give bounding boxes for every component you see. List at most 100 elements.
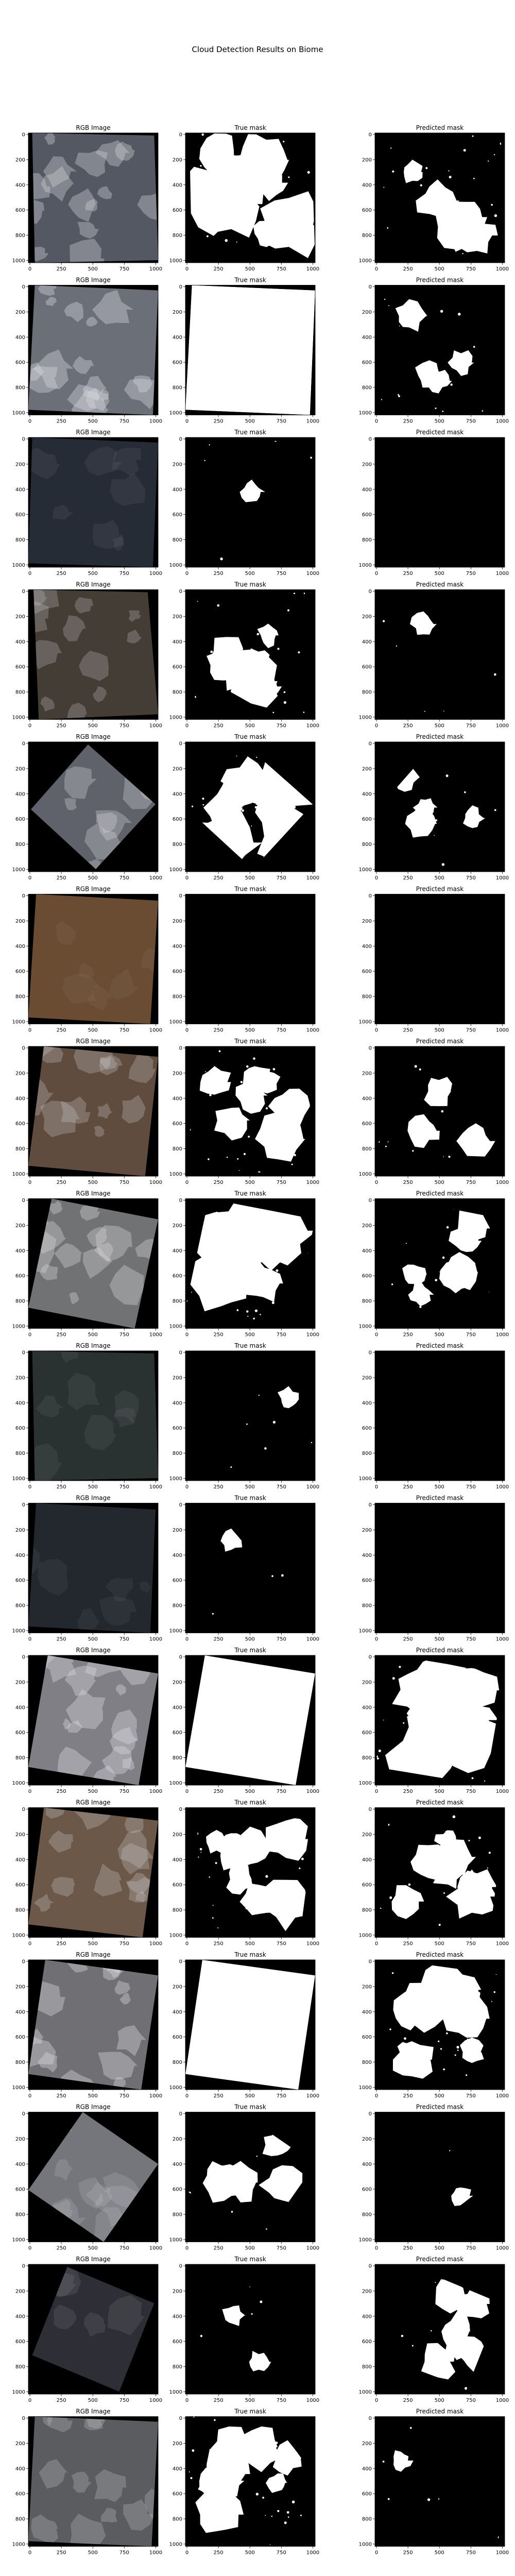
y-tick-label: 0 <box>369 437 372 443</box>
mask-speckle <box>248 1136 250 1138</box>
y-tick-label: 600 <box>173 2339 182 2345</box>
mask-speckle <box>456 1845 459 1849</box>
panel-title: Predicted mask <box>416 429 464 436</box>
mask-speckle <box>490 1735 493 1737</box>
mask-speckle <box>216 172 219 175</box>
x-tick-label: 500 <box>245 2093 255 2099</box>
x-tick-label: 750 <box>277 571 286 577</box>
x-tick-label: 500 <box>435 2246 444 2251</box>
x-tick-label: 500 <box>435 875 444 881</box>
panel-title: RGB Image <box>76 2104 110 2111</box>
x-tick-label: 500 <box>88 1028 98 1033</box>
mask-region <box>385 1724 459 1785</box>
mask-region <box>439 1260 475 1294</box>
panel-title: True mask <box>234 2256 266 2263</box>
cloud-texture <box>71 2471 92 2493</box>
y-tick-label: 200 <box>15 1984 25 1990</box>
x-tick-label: 750 <box>466 1637 476 1642</box>
y-tick-label: 600 <box>173 512 182 518</box>
y-tick-label: 800 <box>173 537 182 543</box>
mask-speckle <box>246 1423 248 1425</box>
axes-frame <box>185 589 316 720</box>
y-tick-label: 0 <box>179 437 182 443</box>
mask-speckle <box>467 2038 469 2040</box>
mask-speckle <box>441 863 445 866</box>
mask-speckle <box>220 557 223 561</box>
panel-background <box>375 437 505 567</box>
y-tick-label: 1000 <box>359 2541 372 2547</box>
mask-speckle <box>473 1720 476 1723</box>
mask-speckle <box>251 825 252 827</box>
mask-speckle <box>246 1310 249 1313</box>
x-tick-label: 250 <box>214 1028 224 1033</box>
y-tick-label: 0 <box>369 741 372 747</box>
y-tick-label: 400 <box>173 1705 182 1710</box>
mask-speckle <box>257 223 260 226</box>
cloud-texture <box>108 2295 145 2336</box>
cloud-texture <box>43 2416 54 2427</box>
y-tick-label: 1000 <box>169 2085 182 2091</box>
y-tick-label: 1000 <box>169 1019 182 1025</box>
y-tick-label: 0 <box>369 132 372 138</box>
panel-title: RGB Image <box>76 1038 110 1045</box>
mask-region <box>393 2450 414 2472</box>
cloud-texture <box>97 186 113 199</box>
y-tick-label: 200 <box>15 1375 25 1381</box>
mask-region <box>395 299 427 332</box>
mask-speckle <box>262 2497 264 2499</box>
mask-region <box>185 1960 315 2090</box>
x-tick-label: 250 <box>214 2550 224 2556</box>
mask-speckle <box>456 2046 459 2049</box>
cloud-texture <box>109 1264 146 1306</box>
cloud-texture <box>85 2182 114 2207</box>
mask-speckle <box>272 1420 276 1424</box>
mask-speckle <box>462 253 464 255</box>
mask-speckle <box>244 1125 246 1127</box>
x-tick-label: 0 <box>185 266 188 272</box>
cloud-texture <box>124 379 158 410</box>
y-tick-label: 1000 <box>169 2541 182 2547</box>
mask-speckle <box>448 170 450 172</box>
mask-speckle <box>440 1674 441 1675</box>
cloud-texture <box>95 810 132 841</box>
x-tick-label: 250 <box>403 2093 413 2099</box>
mask-speckle <box>391 1972 394 1974</box>
mask-speckle <box>254 1087 257 1090</box>
x-tick-label: 750 <box>277 419 286 425</box>
mask-speckle <box>443 710 444 711</box>
y-tick-label: 0 <box>179 1350 182 1356</box>
mask-speckle <box>438 2296 440 2298</box>
mask-speckle <box>289 806 290 808</box>
mask-speckle <box>286 2511 289 2514</box>
x-tick-label: 750 <box>119 1637 129 1642</box>
x-tick-label: 1000 <box>306 266 319 272</box>
x-tick-label: 1000 <box>306 1941 319 1947</box>
y-tick-label: 200 <box>173 614 182 620</box>
y-tick-label: 600 <box>173 1578 182 1584</box>
x-tick-label: 500 <box>88 1637 98 1642</box>
x-tick-label: 750 <box>119 1028 129 1033</box>
mask-region <box>203 781 243 828</box>
cloud-texture <box>100 1055 117 1070</box>
mask-speckle <box>202 798 204 800</box>
y-tick-label: 600 <box>362 1426 372 1431</box>
x-tick-label: 500 <box>435 1941 444 1947</box>
y-tick-label: 1000 <box>12 867 25 873</box>
rgb-scene <box>28 894 158 1024</box>
mask-speckle <box>201 133 204 136</box>
mask-speckle <box>222 783 225 785</box>
axes-frame <box>185 741 316 872</box>
mask-speckle <box>255 2493 259 2496</box>
x-tick-label: 0 <box>28 571 31 577</box>
mask-speckle <box>277 823 280 825</box>
cloud-texture <box>94 1125 105 1137</box>
rgb-scene <box>28 1046 158 1176</box>
mask-region <box>185 285 315 415</box>
